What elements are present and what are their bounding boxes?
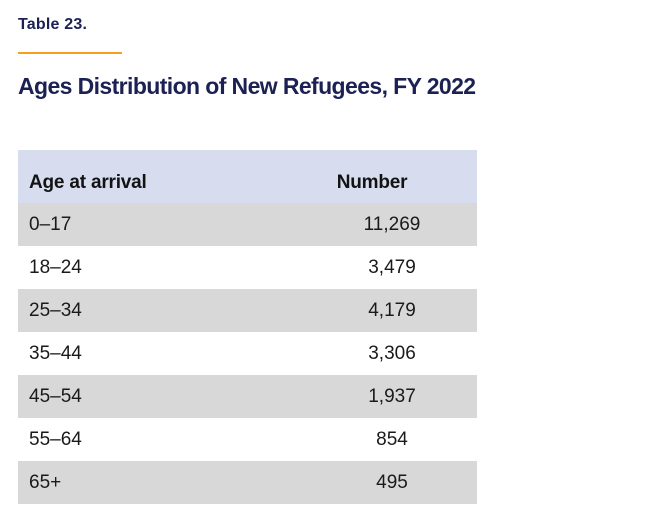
age-cell: 55–64 [29,428,82,450]
table-row: 45–54 1,937 [18,375,477,418]
table-row: 25–34 4,179 [18,289,477,332]
age-cell: 35–44 [29,342,82,364]
table-row: 55–64 854 [18,418,477,461]
number-cell: 854 [376,428,408,450]
age-cell: 65+ [29,471,62,493]
age-cell: 18–24 [29,256,82,278]
header-row: Age at arrival Number [18,150,477,203]
table-title: Ages Distribution of New Refugees, FY 20… [18,73,476,99]
number-cell: 3,479 [368,256,416,278]
number-cell: 495 [376,471,408,493]
age-cell: 0–17 [29,213,72,235]
ages-distribution-table: Age at arrival Number 0–17 11,269 18–24 … [18,150,477,504]
table-row: 35–44 3,306 [18,332,477,375]
age-cell: 45–54 [29,385,82,407]
number-cell: 4,179 [368,299,416,321]
orange-accent-rule [18,52,122,54]
column-header-number: Number [336,172,408,193]
table-row: 65+ 495 [18,461,477,504]
number-cell: 1,937 [368,385,416,407]
column-header-age-at-arrival: Age at arrival [29,172,147,193]
age-cell: 25–34 [29,299,82,321]
table-row: 18–24 3,479 [18,246,477,289]
number-cell: 3,306 [368,342,416,364]
number-cell: 11,269 [363,213,421,235]
table-row: 0–17 11,269 [18,203,477,246]
table-caption-label: Table 23. [18,16,88,33]
